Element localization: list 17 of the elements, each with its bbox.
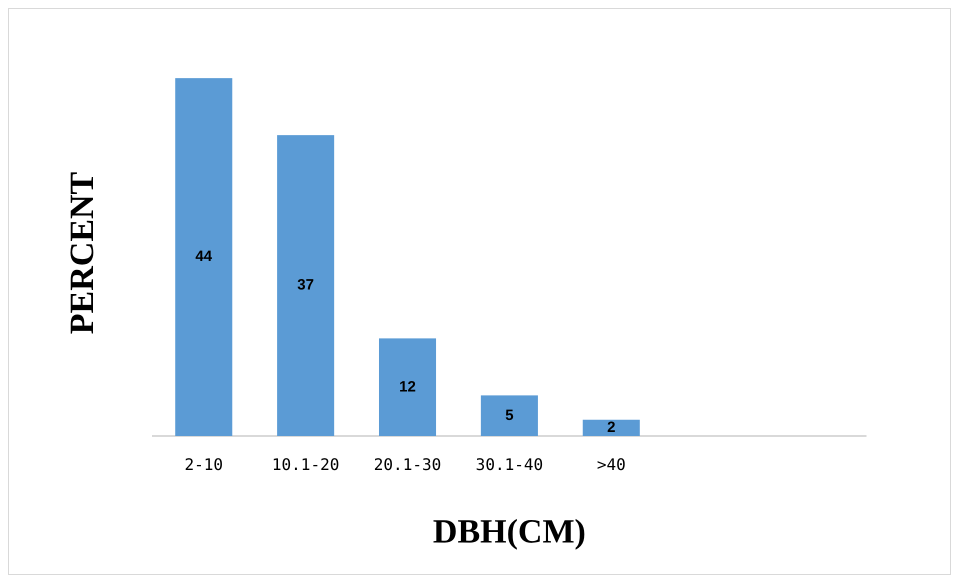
x-tick-label: >40 [596,454,626,474]
x-axis-title: DBH(CM) [432,513,586,550]
bar [480,395,538,436]
y-axis-title: PERCENT [64,171,102,334]
x-tick-label: 30.1-40 [476,454,544,474]
bar [277,135,334,436]
data-label: 12 [399,378,416,396]
x-tick-label: 10.1-20 [272,454,340,474]
data-label: 2 [607,419,616,436]
data-label: 37 [297,276,314,294]
bar [378,338,436,436]
bar [175,78,232,436]
data-label: 44 [195,248,213,266]
data-label: 5 [505,406,514,424]
x-tick-label: 2-10 [184,454,224,474]
bar [582,420,640,436]
x-tick-label: 20.1-30 [374,454,442,474]
